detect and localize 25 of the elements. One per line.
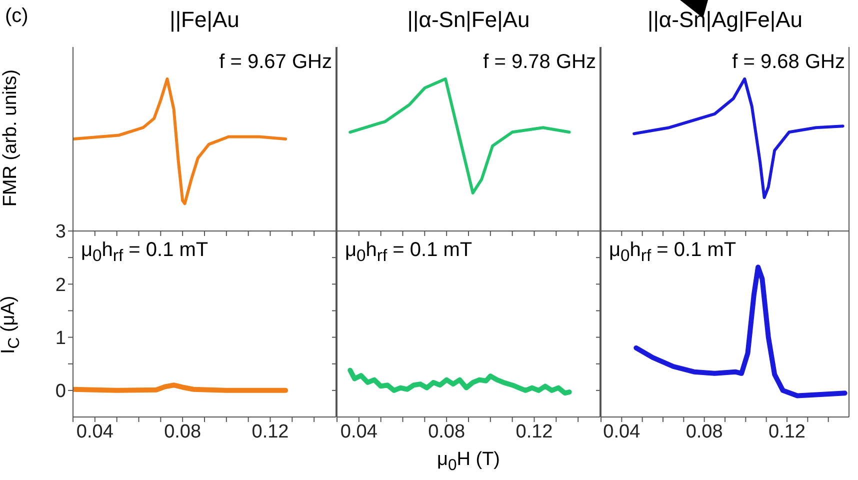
y-tick-label: 3 bbox=[55, 222, 66, 243]
x-tick-label: 0.04 bbox=[340, 421, 378, 442]
x-tick-label: 0.08 bbox=[428, 421, 466, 442]
chart-title: ||α-Sn|Ag|Fe|Au bbox=[646, 7, 804, 33]
y-tick-label: 1 bbox=[55, 328, 66, 350]
x-tick-label: 0.08 bbox=[164, 421, 202, 442]
annotation: μ$_{0}$h$_{rf}$ = 0.1 mT bbox=[81, 239, 208, 266]
text: f = 9.68 GHz bbox=[732, 51, 845, 74]
x-tick-label: 0.12 bbox=[252, 421, 289, 442]
x-axis-title: μ$_{0}$H (T) bbox=[436, 449, 502, 475]
chart-title: ||α-Sn|Fe|Au bbox=[406, 7, 531, 33]
text: (c) bbox=[5, 5, 28, 28]
x-tick-label: 0.12 bbox=[516, 421, 553, 442]
text: f = 9.67 GHz bbox=[219, 51, 332, 74]
chart-title: ||Fe|Au bbox=[168, 7, 240, 33]
y-tick-label: 2 bbox=[55, 274, 66, 296]
y-tick-label: 0 bbox=[55, 381, 66, 402]
annotation: μ$_{0}$h$_{rf}$ = 0.1 mT bbox=[609, 239, 736, 266]
x-tick-label: 0.04 bbox=[603, 421, 641, 442]
annotation: μ$_{0}$h$_{rf}$ = 0.1 mT bbox=[345, 239, 472, 266]
x-tick-label: 0.08 bbox=[686, 421, 723, 442]
y-axis-title: FMR (arb. units) bbox=[0, 68, 22, 209]
x-tick-label: 0.04 bbox=[76, 421, 114, 442]
x-tick-label: 0.12 bbox=[768, 421, 806, 442]
text: f = 9.78 GHz bbox=[483, 51, 596, 74]
